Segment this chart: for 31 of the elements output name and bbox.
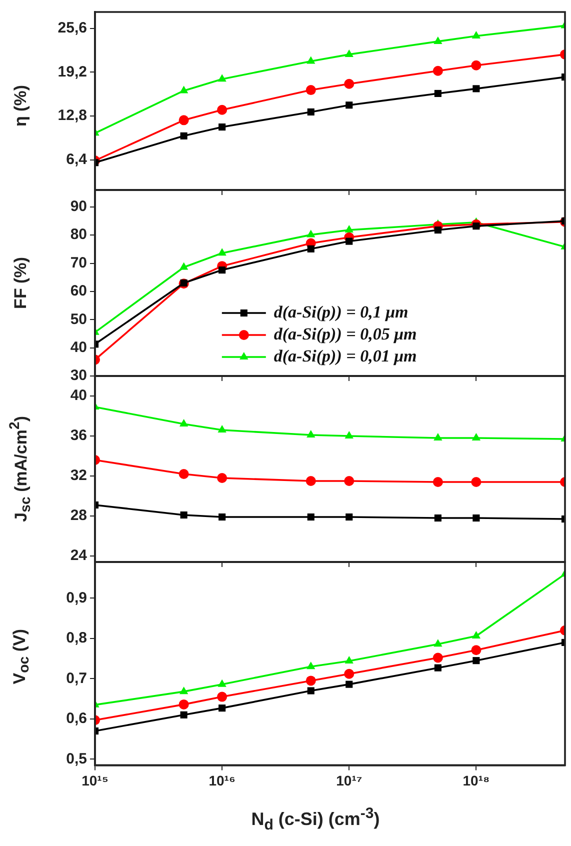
x-axis-title: N$_{d}$ (c-Si) (cm$^{-3}$) [250,805,381,834]
y-tick-label: 40 [70,338,87,356]
y-tick-label: 0,5 [66,750,87,768]
legend-label: d(a-Si(p)) = 0,01 μm [274,346,417,366]
x-tick-label: 10¹⁶ [208,772,236,788]
x-tick-label: 10¹⁷ [336,772,362,788]
y-tick-label: 12,8 [58,107,87,124]
y-tick-label: 32 [70,467,87,484]
y-tick-label: 50 [70,310,87,328]
y-tick-label: 0,6 [66,710,87,728]
y-tick-label: 24 [70,547,88,564]
y-tick-label: 80 [70,226,87,244]
y-tick-label: 90 [70,198,87,216]
y-tick-label: 6,4 [66,151,88,168]
y-tick-label: 0,8 [66,630,87,647]
y-axis-title: η (%) [11,85,31,127]
y-tick-label: 0,7 [66,670,87,687]
y-tick-label: 25,6 [58,20,87,37]
y-tick-label: 19,2 [58,63,87,80]
legend-label: d(a-Si(p)) = 0,05 μm [274,324,417,344]
x-tick-label: 10¹⁵ [82,772,108,788]
y-tick-label: 30 [70,367,87,384]
y-tick-label: 40 [70,387,87,404]
y-tick-label: 28 [70,507,87,524]
y-tick-label: 60 [70,282,87,300]
y-tick-label: 70 [70,254,87,272]
y-tick-label: 36 [70,427,87,444]
y-tick-label: 0,9 [66,589,87,606]
x-tick-label: 10¹⁸ [462,772,490,788]
legend-label: d(a-Si(p)) = 0,1 μm [274,302,408,322]
y-axis-title: FF (%) [11,257,31,309]
